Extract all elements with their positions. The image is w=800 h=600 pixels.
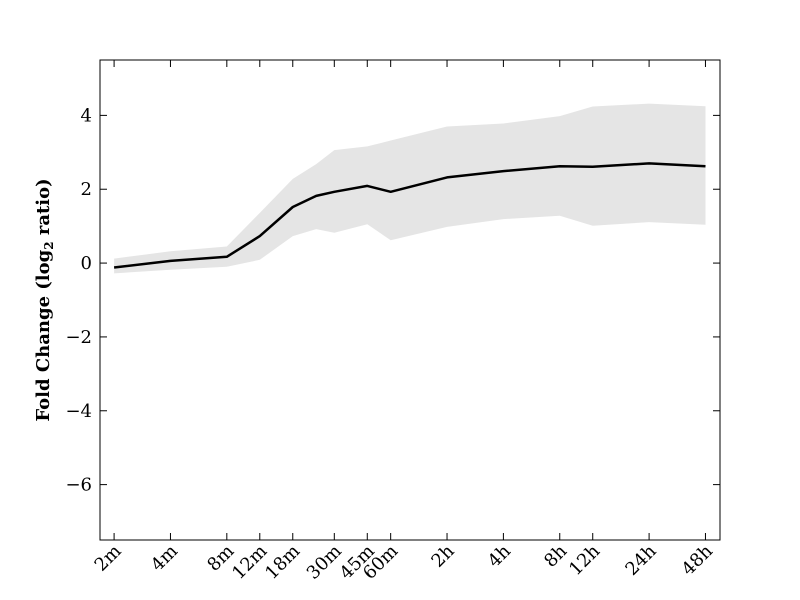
y-axis-label-suffix: ratio) [33, 178, 54, 241]
y-axis-label: Fold Change (log2 ratio) [33, 178, 56, 421]
y-tick-label: 4 [81, 105, 92, 126]
plot-area [113, 103, 706, 274]
x-tick-label: 2h [427, 540, 458, 571]
y-axis-label-subscript: 2 [42, 241, 56, 249]
axes-frame [99, 59, 721, 541]
y-tick-label: 0 [81, 253, 92, 274]
x-tick-label: 30m [303, 541, 346, 584]
y-tick-label: −6 [65, 475, 92, 496]
x-tick-label: 4h [484, 540, 515, 571]
x-tick-label: 12h [565, 540, 605, 580]
y-tick-label: 2 [81, 179, 92, 200]
x-tick-label: 18m [261, 541, 304, 584]
y-axis-label-main: Fold Change (log [33, 249, 54, 421]
confidence-band [114, 103, 706, 274]
x-tick-label: 2m [91, 541, 126, 576]
x-tick-label: 48h [678, 540, 718, 580]
x-tick-label: 24h [621, 540, 661, 580]
y-tick-label: −2 [65, 327, 92, 348]
x-tick-label: 12m [228, 541, 271, 584]
series-line [113, 162, 706, 269]
x-tick-label: 4m [147, 541, 182, 576]
y-tick-label: −4 [65, 401, 92, 422]
